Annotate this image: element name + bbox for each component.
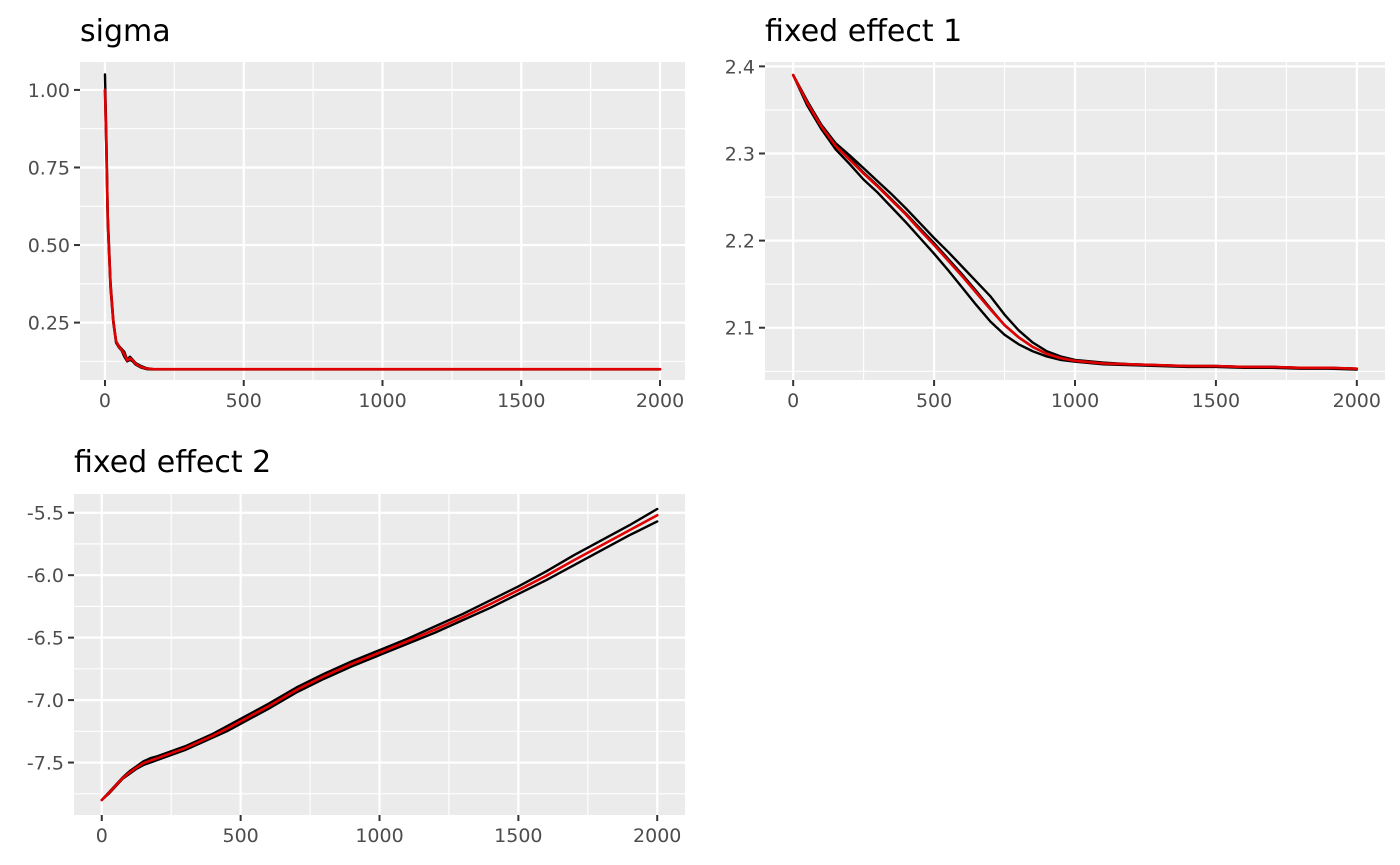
series-layer-fixed-effect-2 <box>100 507 659 802</box>
series-line-4 <box>791 73 1359 370</box>
x-tick-label: 0 <box>787 390 799 412</box>
series-line-3 <box>103 88 662 371</box>
x-tick-label: 1000 <box>355 825 403 847</box>
panel-sigma: sigma 0 500 1000 1500 2000 0.25 0.50 0.75 1.00 <box>28 14 685 412</box>
x-tick-label: 1500 <box>1192 390 1240 412</box>
y-tick-label: 2.1 <box>725 318 755 340</box>
x-tick-label: 500 <box>916 390 952 412</box>
series-line-3 <box>100 513 659 802</box>
panel-fixed-effect-1: fixed effect 1 0 500 1000 1500 2000 2.12.22.… <box>725 14 1385 412</box>
x-tick-label: 1500 <box>494 825 542 847</box>
x-tick-label: 0 <box>99 390 111 412</box>
y-tick-label: -7.0 <box>27 690 64 712</box>
x-tick-label: 0 <box>96 825 108 847</box>
y-tick-label: 0.50 <box>28 235 70 257</box>
y-tick-label: 0.25 <box>28 313 70 335</box>
y-tick-label: 0.75 <box>28 157 70 179</box>
series-layer-sigma <box>103 73 662 371</box>
y-tick-label: 2.4 <box>725 56 755 78</box>
x-tick-label: 2000 <box>1333 390 1381 412</box>
panel-fixed-effect-2: fixed effect 2 0 500 1000 1500 2000 -7.5 -7.0… <box>27 445 685 847</box>
y-tick-label: -6.5 <box>27 628 64 650</box>
y-tick-label: -6.0 <box>27 565 64 587</box>
panel-title-fixed-effect-1: fixed effect 1 <box>765 14 962 49</box>
y-tick-label: -7.5 <box>27 753 64 775</box>
y-tick-label: 1.00 <box>28 80 70 102</box>
x-tick-label: 500 <box>226 390 262 412</box>
panel-title-sigma: sigma <box>80 14 171 49</box>
y-tick-label: 2.3 <box>725 143 755 165</box>
x-tick-label: 500 <box>223 825 259 847</box>
x-tick-label: 1000 <box>1051 390 1099 412</box>
y-tick-label: -5.5 <box>27 503 64 525</box>
panel-title-fixed-effect-2: fixed effect 2 <box>74 445 271 480</box>
y-axis-ticks-fixed-effect-2: -7.5 -7.0 -6.5 -6.0 -5.5 <box>27 503 74 775</box>
series-layer-fixed-effect-1 <box>791 73 1359 371</box>
major-grid-fixed-effect-2 <box>74 494 685 815</box>
x-tick-label: 1000 <box>358 390 406 412</box>
y-tick-label: 2.2 <box>725 231 755 253</box>
x-axis-ticks-fixed-effect-2: 0 500 1000 1500 2000 <box>96 815 681 847</box>
x-tick-label: 1500 <box>497 390 545 412</box>
x-axis-ticks-sigma: 0 500 1000 1500 2000 <box>99 380 684 412</box>
major-grid-fixed-effect-1 <box>765 62 1385 380</box>
y-axis-ticks-sigma: 0.25 0.50 0.75 1.00 <box>28 80 80 335</box>
x-tick-label: 2000 <box>636 390 684 412</box>
y-axis-ticks-fixed-effect-1: 2.1 2.2 2.3 2.4 <box>725 56 765 340</box>
x-axis-ticks-fixed-effect-1: 0 500 1000 1500 2000 <box>787 380 1381 412</box>
x-tick-label: 2000 <box>633 825 681 847</box>
